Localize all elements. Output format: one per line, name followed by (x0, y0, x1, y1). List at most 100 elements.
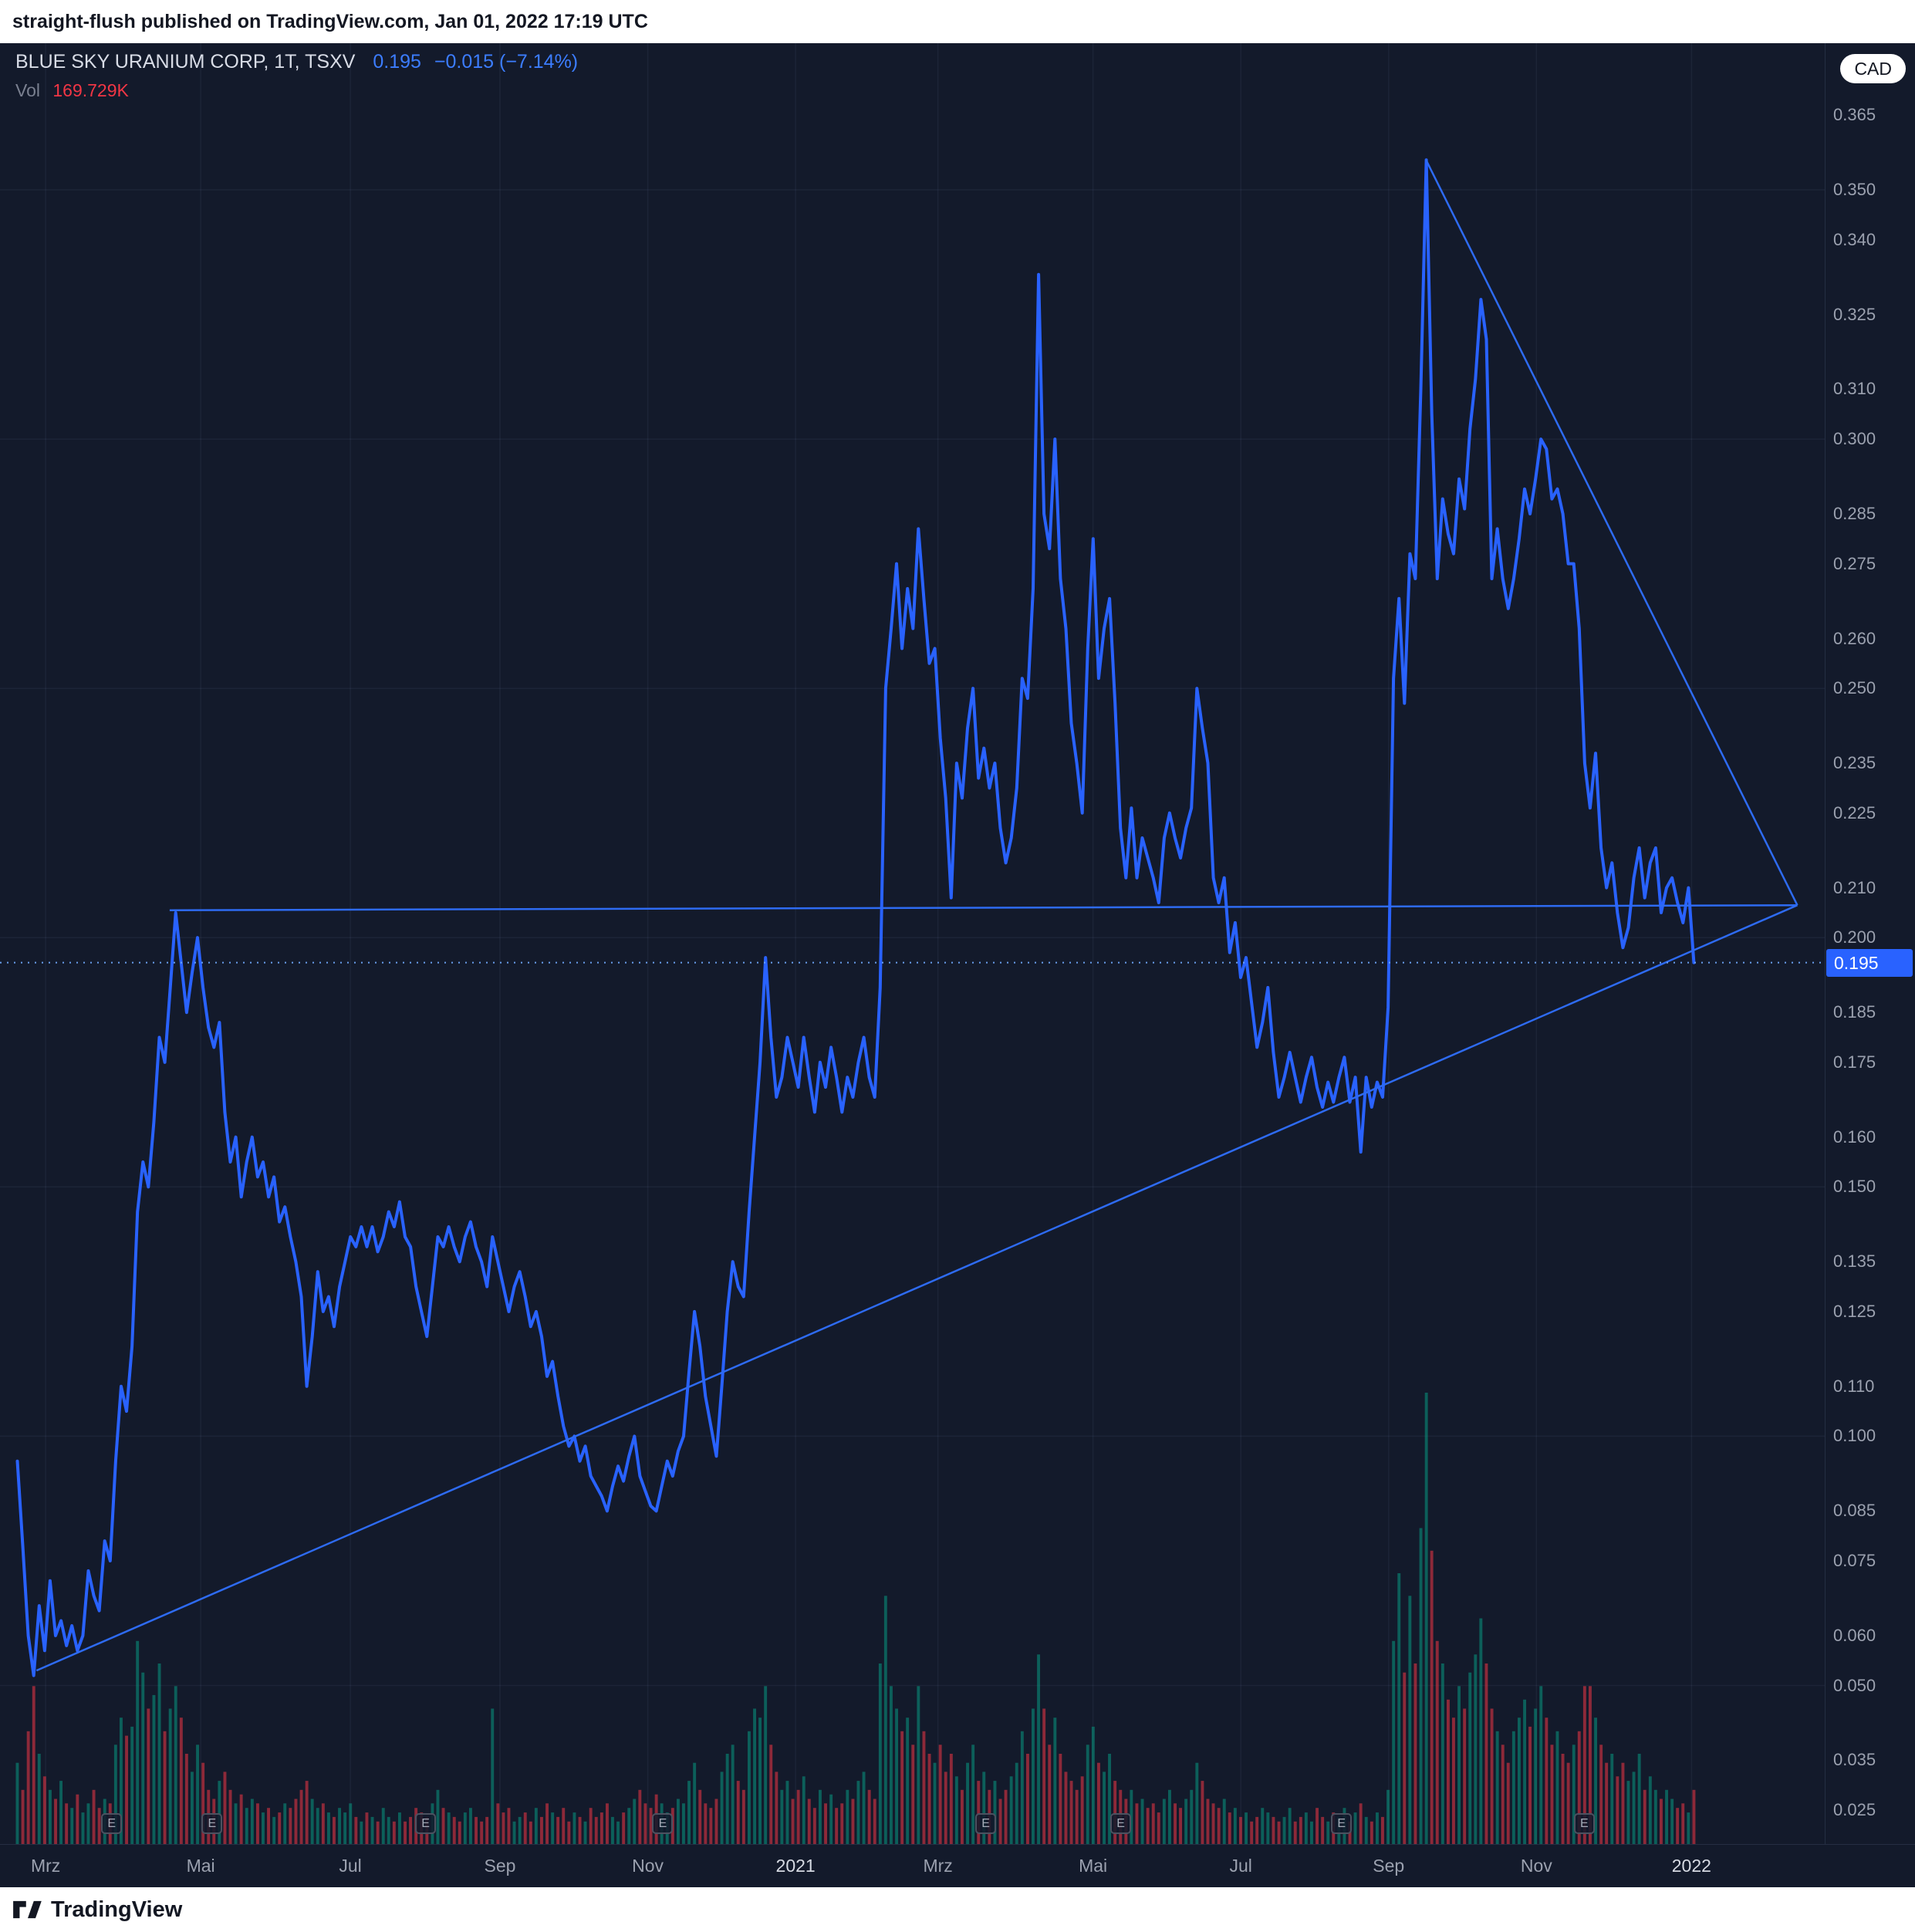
volume-bar (1282, 1816, 1286, 1844)
volume-bar (698, 1789, 702, 1844)
volume-bar (1605, 1762, 1609, 1844)
volume-bar (218, 1781, 221, 1844)
volume-bar (278, 1812, 282, 1844)
volume-bar (59, 1781, 62, 1844)
volume-bar (819, 1789, 822, 1844)
volume-bar (1484, 1663, 1488, 1844)
earnings-marker-icon[interactable]: E (201, 1813, 223, 1834)
volume-bar (1687, 1812, 1690, 1844)
volume-bar (223, 1772, 227, 1844)
volume-bar (643, 1803, 647, 1844)
price-axis[interactable]: 0.365 0.350 0.340 0.325 0.310 0.300 0.285 0.275… (1825, 43, 1915, 1844)
legend-volume-row: Vol 169.729K (15, 80, 586, 101)
volume-bar (1447, 1699, 1450, 1844)
volume-bar (447, 1812, 451, 1844)
trendline[interactable] (169, 904, 1798, 911)
volume-bar (911, 1745, 915, 1844)
volume-bar (1376, 1812, 1379, 1844)
price-axis-label: 0.025 (1833, 1800, 1876, 1820)
volume-bar (1086, 1745, 1089, 1844)
price-axis-label: 0.285 (1833, 503, 1876, 523)
earnings-marker-icon[interactable]: E (975, 1813, 997, 1834)
volume-bar (1648, 1776, 1652, 1844)
volume-bar (933, 1762, 937, 1844)
volume-bar (725, 1754, 729, 1844)
earnings-marker-icon[interactable]: E (652, 1813, 674, 1834)
volume-bar (1359, 1803, 1363, 1844)
volume-bar (1222, 1799, 1226, 1844)
volume-bar (856, 1781, 860, 1844)
volume-bar (1545, 1718, 1549, 1844)
volume-bar (895, 1708, 898, 1844)
volume-bar (1020, 1731, 1024, 1844)
volume-bar (49, 1789, 52, 1844)
volume-bar (365, 1812, 369, 1844)
volume-bar (1069, 1781, 1073, 1844)
volume-bar (764, 1686, 768, 1844)
volume-bar (289, 1808, 292, 1844)
volume-bar (1179, 1808, 1182, 1844)
volume-bar (245, 1808, 248, 1844)
tradingview-logo-icon[interactable] (12, 1897, 43, 1922)
chart-area[interactable]: BLUE SKY URANIUM CORP, 1T, TSXV 0.195 −0… (0, 43, 1915, 1887)
footer: TradingView (0, 1887, 1915, 1932)
volume-bar (1582, 1686, 1586, 1844)
volume-bar (1184, 1799, 1188, 1844)
price-axis-label: 0.175 (1833, 1052, 1876, 1072)
earnings-marker-icon[interactable]: E (1331, 1813, 1353, 1834)
time-axis-month-label: Nov (1520, 1856, 1552, 1876)
volume-bar (409, 1816, 412, 1844)
last-price-value: 0.195 (373, 51, 421, 73)
volume-bar (37, 1754, 41, 1844)
time-axis[interactable]: Mrz Mai Jul Sep Nov 2021 Mrz Mai Jul Sep Nov 2022 (0, 1844, 1915, 1887)
volume-bar (496, 1803, 500, 1844)
volume-bar (540, 1816, 543, 1844)
earnings-marker-icon[interactable]: E (101, 1813, 123, 1834)
time-axis-month-label: Mai (186, 1856, 215, 1876)
volume-bar (1168, 1789, 1171, 1844)
time-axis-month-label: Sep (484, 1856, 516, 1876)
volume-bar (824, 1803, 827, 1844)
price-chart-svg[interactable] (0, 43, 1825, 1844)
volume-bar (299, 1789, 303, 1844)
volume-bar (436, 1789, 440, 1844)
earnings-marker-icon[interactable]: E (1573, 1813, 1595, 1834)
volume-bar (1015, 1762, 1018, 1844)
price-axis-label: 0.340 (1833, 229, 1876, 249)
trendline[interactable] (1425, 159, 1798, 906)
volume-bar (1009, 1776, 1013, 1844)
currency-toggle[interactable]: CAD (1840, 54, 1906, 83)
volume-bar (949, 1754, 953, 1844)
volume-bar (1146, 1808, 1150, 1844)
earnings-marker-icon[interactable]: E (415, 1813, 437, 1834)
volume-bar (775, 1772, 778, 1844)
volume-bar (234, 1803, 238, 1844)
volume-bar (993, 1781, 997, 1844)
volume-bar (1026, 1754, 1029, 1844)
volume-bar (1692, 1789, 1696, 1844)
volume-bar (1316, 1808, 1319, 1844)
volume-bar (518, 1816, 522, 1844)
volume-bar (954, 1776, 958, 1844)
volume-bar (1430, 1550, 1434, 1844)
volume-bar (452, 1816, 456, 1844)
volume-bar (157, 1663, 161, 1844)
volume-bar (163, 1731, 167, 1844)
volume-bar (1151, 1803, 1155, 1844)
tradingview-brand[interactable]: TradingView (51, 1897, 183, 1922)
volume-bar (458, 1821, 461, 1844)
price-line[interactable] (15, 158, 1696, 1677)
volume-bar (927, 1754, 931, 1844)
symbol-title[interactable]: BLUE SKY URANIUM CORP, 1T, TSXV (15, 51, 356, 73)
volume-bar (1004, 1789, 1008, 1844)
earnings-marker-icon[interactable]: E (1110, 1813, 1132, 1834)
volume-bar (262, 1812, 265, 1844)
volume-bar (32, 1686, 35, 1844)
volume-bar (507, 1808, 511, 1844)
volume-bar (1681, 1803, 1685, 1844)
trendline[interactable] (35, 904, 1798, 1672)
volume-bar (599, 1812, 603, 1844)
volume-bar (961, 1789, 964, 1844)
volume-bar (1206, 1799, 1210, 1844)
volume-bar (354, 1816, 358, 1844)
